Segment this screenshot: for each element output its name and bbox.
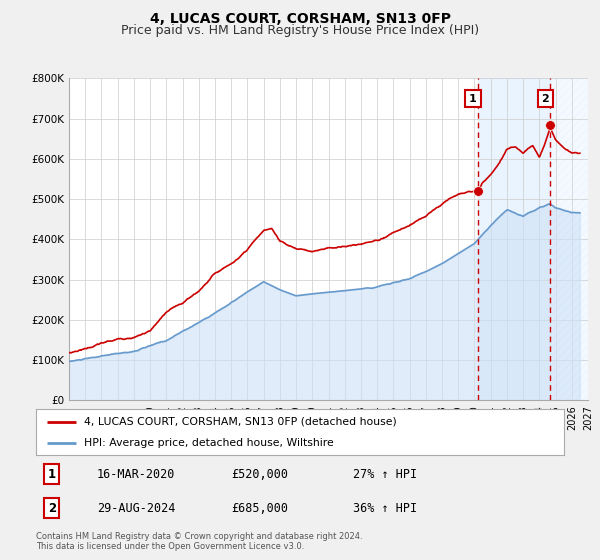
Text: HPI: Average price, detached house, Wiltshire: HPI: Average price, detached house, Wilt…: [83, 438, 333, 448]
Text: 27% ↑ HPI: 27% ↑ HPI: [353, 468, 417, 480]
Text: 16-MAR-2020: 16-MAR-2020: [97, 468, 175, 480]
Text: Contains HM Land Registry data © Crown copyright and database right 2024.
This d: Contains HM Land Registry data © Crown c…: [36, 532, 362, 552]
Bar: [478, 78, 550, 400]
Text: 2: 2: [541, 94, 549, 104]
Text: 1: 1: [48, 468, 56, 480]
Text: £685,000: £685,000: [232, 502, 289, 515]
Text: 1: 1: [469, 94, 477, 104]
Text: 36% ↑ HPI: 36% ↑ HPI: [353, 502, 417, 515]
Text: 2: 2: [48, 502, 56, 515]
Text: 29-AUG-2024: 29-AUG-2024: [97, 502, 175, 515]
Bar: [550, 78, 588, 400]
Text: 4, LUCAS COURT, CORSHAM, SN13 0FP: 4, LUCAS COURT, CORSHAM, SN13 0FP: [149, 12, 451, 26]
Text: 4, LUCAS COURT, CORSHAM, SN13 0FP (detached house): 4, LUCAS COURT, CORSHAM, SN13 0FP (detac…: [83, 417, 396, 427]
Text: Price paid vs. HM Land Registry's House Price Index (HPI): Price paid vs. HM Land Registry's House …: [121, 24, 479, 37]
Text: £520,000: £520,000: [232, 468, 289, 480]
